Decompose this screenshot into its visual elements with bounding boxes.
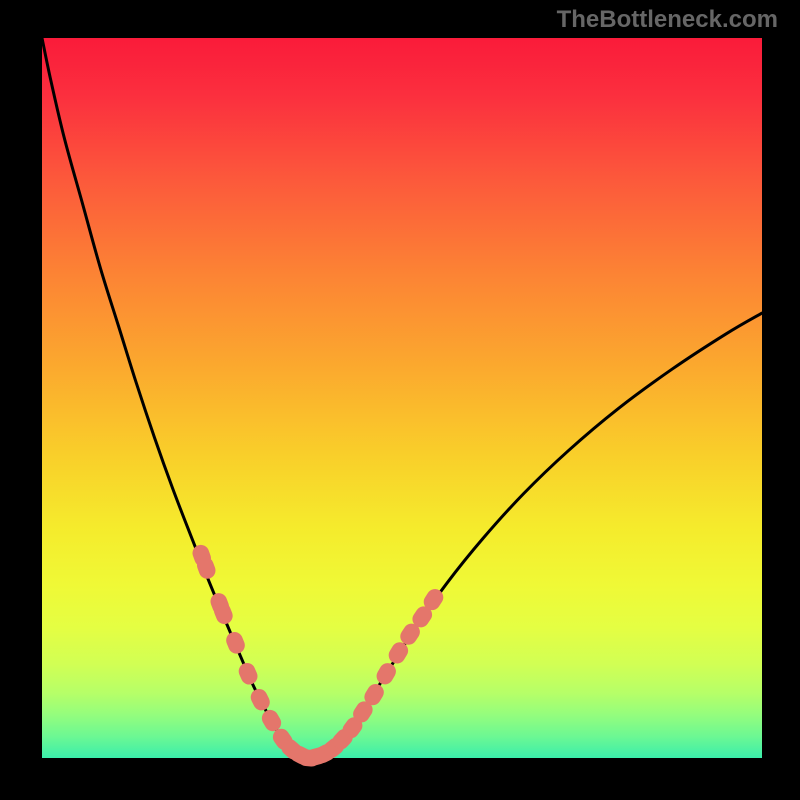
data-marker (374, 661, 398, 687)
watermark-text: TheBottleneck.com (557, 6, 778, 34)
data-marker (224, 630, 246, 655)
data-marker (249, 687, 272, 713)
chart-frame: TheBottleneck.com (0, 0, 800, 800)
data-marker (237, 661, 260, 686)
plot-area (42, 38, 762, 758)
chart-svg (42, 38, 762, 758)
marker-group (191, 543, 446, 767)
